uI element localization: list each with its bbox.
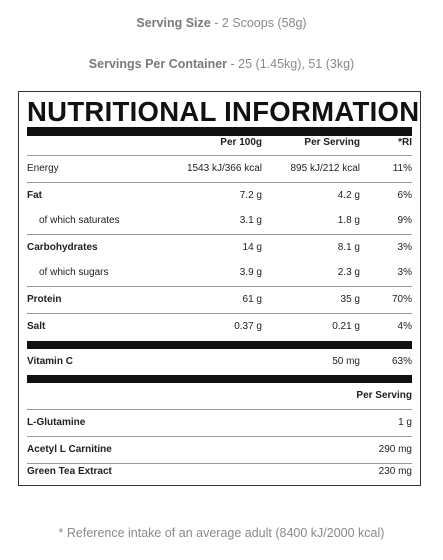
row-divider: [27, 286, 412, 287]
extra-label: L-Glutamine: [27, 417, 86, 428]
row-divider: [27, 409, 412, 410]
row-divider: [27, 463, 412, 464]
row-per100: 14 g: [242, 242, 262, 253]
row-per-serving: 895 kJ/212 kcal: [290, 163, 361, 174]
footnote: * Reference intake of an average adult (…: [58, 526, 385, 540]
header-per-serving: Per Serving: [304, 137, 360, 148]
thick-divider: [27, 375, 412, 383]
row-per-serving: 1.8 g: [337, 215, 360, 226]
row-per100: 3.9 g: [239, 267, 262, 278]
extra-per-serving: 230 mg: [378, 466, 412, 477]
extra-row: L-Glutamine 1 g: [27, 410, 412, 436]
row-per-serving: 8.1 g: [337, 242, 360, 253]
row-divider: [27, 182, 412, 183]
row-per100: 3.1 g: [239, 215, 262, 226]
row-ri: 3%: [397, 267, 412, 278]
serving-size-label: Serving Size: [136, 16, 211, 30]
extra-row: Acetyl L Carnitine 290 mg: [27, 437, 412, 463]
row-label: of which sugars: [39, 267, 109, 278]
extras-header: Per Serving: [27, 383, 412, 409]
thick-divider: [27, 341, 412, 349]
row-per100: 61 g: [242, 294, 262, 305]
vitamin-label: Vitamin C: [27, 356, 73, 367]
row-per100: 1543 kJ/366 kcal: [186, 163, 262, 174]
row-divider: [27, 155, 412, 156]
row-per100: 0.37 g: [234, 321, 262, 332]
row-divider: [27, 436, 412, 437]
extra-label: Green Tea Extract: [27, 466, 112, 477]
title-rule: [27, 127, 412, 136]
row-ri: 70%: [391, 294, 412, 305]
table-row: Carbohydrates 14 g 8.1 g 3%: [27, 235, 412, 261]
row-divider: [27, 234, 412, 235]
nutrition-panel: NUTRITIONAL INFORMATION Per 100g Per Ser…: [18, 91, 421, 486]
extra-row: Green Tea Extract 230 mg: [27, 459, 412, 485]
extra-per-serving: 1 g: [398, 417, 412, 428]
extra-per-serving: 290 mg: [378, 444, 412, 455]
row-label: Protein: [27, 294, 62, 305]
table-row: of which sugars 3.9 g 2.3 g 3%: [27, 260, 412, 286]
vitamin-ri: 63%: [391, 356, 412, 367]
table-row: Salt 0.37 g 0.21 g 4%: [27, 314, 412, 340]
vitamin-per-serving: 50 mg: [332, 356, 360, 367]
header-ri: *RI: [398, 137, 412, 148]
panel-title: NUTRITIONAL INFORMATION: [27, 96, 420, 127]
row-per-serving: 35 g: [340, 294, 360, 305]
servings-per-container-value: - 25 (1.45kg), 51 (3kg): [227, 57, 355, 71]
header-per100: Per 100g: [220, 137, 262, 148]
table-header: Per 100g Per Serving *RI: [27, 130, 412, 156]
vitamin-row: Vitamin C 50 mg 63%: [27, 349, 412, 375]
servings-per-container-label: Servings Per Container: [88, 57, 228, 71]
extras-header-per-serving: Per Serving: [356, 390, 412, 401]
row-ri: 9%: [397, 215, 412, 226]
row-ri: 11%: [392, 163, 412, 174]
row-label: Carbohydrates: [27, 242, 98, 253]
row-ri: 4%: [397, 321, 412, 332]
serving-size-value: - 2 Scoops (58g): [210, 16, 307, 30]
row-ri: 3%: [397, 242, 412, 253]
table-row: Energy 1543 kJ/366 kcal 895 kJ/212 kcal …: [27, 156, 412, 182]
extra-label: Acetyl L Carnitine: [27, 444, 112, 455]
row-per100: 7.2 g: [239, 190, 262, 201]
row-label: Fat: [27, 190, 42, 201]
serving-size-line: Serving Size - 2 Scoops (58g): [0, 16, 443, 30]
row-label: of which saturates: [39, 215, 120, 226]
table-row: of which saturates 3.1 g 1.8 g 9%: [27, 208, 412, 234]
row-per-serving: 4.2 g: [337, 190, 360, 201]
row-per-serving: 2.3 g: [337, 267, 360, 278]
servings-per-container-line: Servings Per Container - 25 (1.45kg), 51…: [0, 57, 443, 71]
row-ri: 6%: [397, 190, 412, 201]
row-label: Energy: [27, 163, 59, 174]
table-row: Protein 61 g 35 g 70%: [27, 287, 412, 313]
row-label: Salt: [27, 321, 46, 332]
table-row: Fat 7.2 g 4.2 g 6%: [27, 183, 412, 209]
row-divider: [27, 313, 412, 314]
row-per-serving: 0.21 g: [332, 321, 360, 332]
